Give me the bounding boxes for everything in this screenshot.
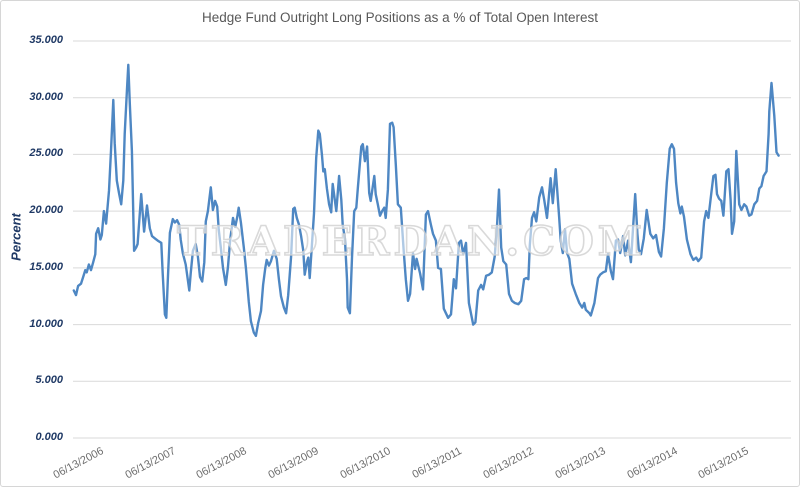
y-tick-label: 20.000 xyxy=(29,204,63,217)
y-axis-title: Percent xyxy=(8,213,24,261)
chart-title: Hedge Fund Outright Long Positions as a … xyxy=(202,10,598,25)
y-tick-label: 25.000 xyxy=(29,147,63,160)
series-line xyxy=(72,63,780,338)
y-tick-label: 5.000 xyxy=(35,374,63,387)
y-tick-label: 10.000 xyxy=(29,317,63,330)
y-tick-label: 30.000 xyxy=(29,90,63,103)
y-tick-label: 15.000 xyxy=(29,260,63,273)
y-tick-label: 35.000 xyxy=(29,34,63,46)
y-tick-label: 0.000 xyxy=(35,431,63,443)
